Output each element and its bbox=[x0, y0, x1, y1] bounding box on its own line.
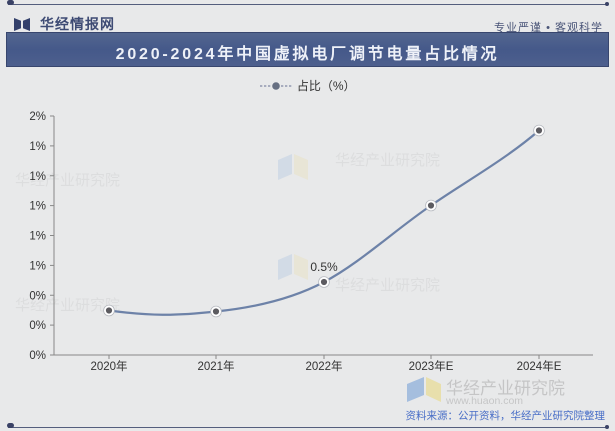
svg-text:0.5%: 0.5% bbox=[310, 260, 338, 274]
svg-text:2023年E: 2023年E bbox=[409, 359, 454, 373]
svg-text:1%: 1% bbox=[29, 260, 46, 272]
svg-text:1%: 1% bbox=[29, 201, 46, 213]
svg-text:1%: 1% bbox=[29, 231, 46, 243]
svg-text:0%: 0% bbox=[29, 290, 46, 302]
svg-text:1%: 1% bbox=[29, 141, 46, 153]
svg-text:2%: 2% bbox=[29, 111, 46, 123]
svg-text:1%: 1% bbox=[29, 171, 46, 183]
svg-text:0%: 0% bbox=[29, 320, 46, 332]
svg-text:2024年E: 2024年E bbox=[517, 359, 562, 373]
svg-text:0%: 0% bbox=[29, 350, 46, 362]
svg-text:www.huaon.com: www.huaon.com bbox=[445, 395, 523, 407]
svg-text:2020年: 2020年 bbox=[90, 359, 127, 373]
svg-text:2022年: 2022年 bbox=[305, 359, 342, 373]
svg-text:2021年: 2021年 bbox=[197, 359, 234, 373]
